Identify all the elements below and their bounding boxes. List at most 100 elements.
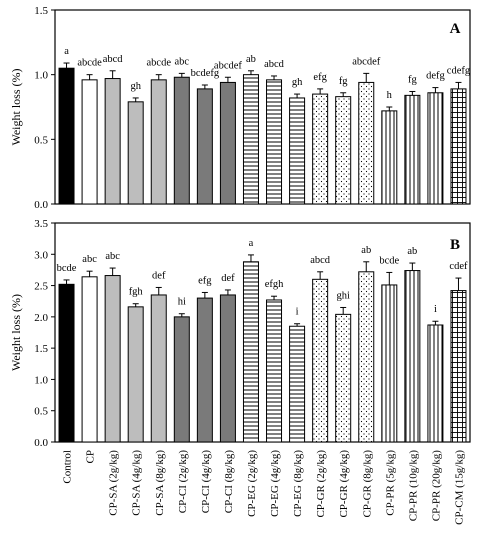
significance-label-b: efg: [198, 275, 212, 286]
bar-b: [289, 325, 306, 443]
bar-a: [289, 97, 306, 205]
significance-label-b: abc: [82, 254, 97, 265]
bar-b: [81, 276, 98, 443]
category-label: CP-CI (4g/kg): [200, 450, 212, 514]
significance-label-a: abcd: [264, 59, 285, 70]
y-tick-label-b: 0.5: [34, 406, 48, 418]
y-tick-label-a: 1.0: [34, 70, 48, 82]
bar-b: [242, 261, 259, 443]
significance-label-a: abcdef: [352, 56, 380, 67]
significance-label-a: abcde: [147, 58, 172, 69]
significance-label-b: ghi: [336, 290, 350, 301]
bar-b: [404, 270, 421, 443]
category-label: CP-EG (8g/kg): [292, 450, 304, 517]
bar-b: [150, 294, 167, 443]
significance-label-b: a: [249, 238, 254, 249]
plot-frame-b: [54, 222, 471, 443]
bar-b: [104, 275, 121, 443]
y-tick-label-b: 2.5: [34, 281, 48, 293]
y-tick-label-a: 0.0: [34, 199, 48, 211]
category-label: CP-GR (8g/kg): [361, 450, 373, 518]
bar-a: [450, 88, 467, 205]
category-label: CP: [85, 450, 97, 463]
y-tick-label-b: 3.5: [34, 218, 48, 230]
bar-b: [335, 313, 352, 443]
bar-a: [150, 79, 167, 205]
bar-a: [81, 79, 98, 205]
bar-a: [173, 76, 190, 205]
significance-label-a: efg: [313, 72, 327, 83]
category-label: CP-GR (4g/kg): [338, 450, 350, 518]
category-label: CP-PR (5g/kg): [384, 450, 396, 516]
panel-b-chart: 0.0 0.5 1.0 1.5 2.0 2.5 3.0 3.5 Weight loss (%) B…: [9, 218, 471, 449]
y-tick-label-b: 1.5: [34, 343, 48, 355]
significance-label-b: fgh: [129, 287, 144, 298]
panel-letter-b: B: [450, 237, 460, 253]
significance-label-b: ab: [361, 245, 371, 256]
category-label: CP-EG (4g/kg): [269, 450, 281, 517]
bar-b: [266, 299, 283, 443]
significance-label-a: abcd: [103, 54, 124, 65]
category-axis-labels: Control CP CP-SA (2g/kg) CP-SA (4g/kg) CP-SA…: [62, 450, 466, 525]
category-label: CP-PR (10g/kg): [407, 450, 419, 522]
significance-label-b: hi: [178, 297, 186, 308]
significance-label-b: ab: [407, 246, 417, 257]
category-label: CP-CI (8g/kg): [223, 450, 235, 514]
category-label: CP-SA (2g/kg): [108, 450, 120, 516]
panel-letter-a: A: [450, 21, 461, 37]
significance-label-b: efgh: [265, 279, 284, 290]
y-axis-title-a: Weight loss (%): [9, 68, 23, 145]
bar-a: [58, 67, 75, 205]
bar-b: [450, 290, 467, 443]
category-label: CP-SA (8g/kg): [154, 450, 166, 516]
bar-a: [427, 92, 444, 205]
significance-label-a: abc: [175, 56, 190, 67]
bar-b: [427, 324, 444, 443]
category-label: CP-SA (4g/kg): [131, 450, 143, 516]
bar-a: [404, 94, 421, 205]
bar-b: [58, 283, 75, 443]
significance-label-a: a: [64, 46, 69, 57]
significance-label-a: h: [387, 90, 393, 101]
significance-label-a: gh: [292, 77, 303, 88]
y-tick-label-b: 3.0: [34, 249, 48, 261]
significance-label-a: defg: [426, 71, 445, 82]
bar-a: [358, 81, 375, 205]
bar-b: [196, 297, 213, 443]
significance-label-a: ab: [246, 54, 256, 65]
significance-label-b: bcde: [379, 255, 399, 266]
significance-label-a: bcdefg: [191, 68, 220, 79]
bar-a: [219, 81, 236, 205]
category-label: CP-EG (2g/kg): [246, 450, 258, 517]
significance-label-b: abcd: [310, 255, 331, 266]
y-tick-label-b: 2.0: [34, 312, 48, 324]
category-label: CP-PR (20g/kg): [430, 450, 442, 522]
bar-a: [335, 96, 352, 205]
y-tick-label-b: 1.0: [34, 374, 48, 386]
significance-label-b: abc: [105, 251, 120, 262]
significance-label-b: i: [296, 307, 299, 318]
category-label: CP-GR (2g/kg): [315, 450, 327, 518]
significance-label-b: def: [152, 270, 166, 281]
y-axis-title-b: Weight loss (%): [9, 294, 23, 371]
significance-label-a: cdefg: [447, 65, 471, 76]
significance-label-a: fg: [408, 74, 417, 85]
significance-label-a: abcde: [77, 58, 102, 69]
bar-b: [358, 271, 375, 443]
significance-label-b: cdef: [449, 261, 468, 272]
bar-a: [242, 74, 259, 205]
bar-a: [196, 88, 213, 205]
significance-label-b: i: [434, 304, 437, 315]
category-label: CP-CM (15g/kg): [453, 450, 465, 525]
bar-b: [127, 306, 144, 443]
bar-b: [381, 284, 398, 443]
bar-b: [219, 294, 236, 443]
significance-label-a: fg: [339, 76, 348, 87]
plot-frame-a: [54, 9, 471, 205]
bar-a: [266, 79, 283, 205]
significance-label-b: bcde: [57, 263, 77, 274]
bar-a: [381, 110, 398, 205]
bar-b: [173, 316, 190, 443]
